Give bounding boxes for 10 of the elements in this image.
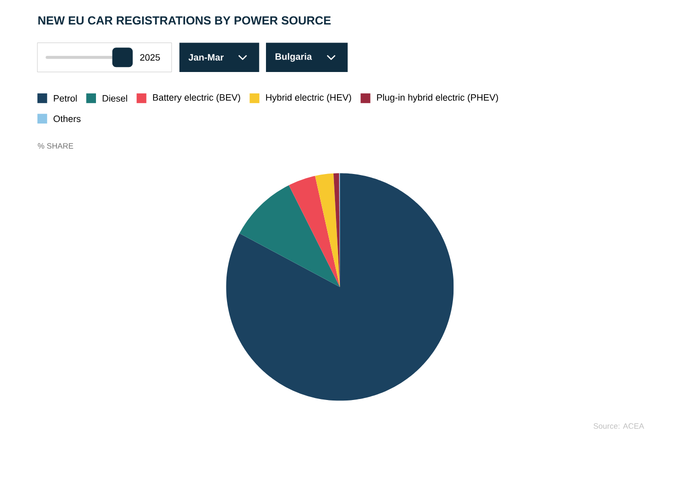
text: Bulgaria bbox=[276, 53, 312, 62]
legend-label: Battery electric (BEV) bbox=[153, 94, 240, 103]
legend-label: Diesel bbox=[102, 95, 128, 102]
legend-label: Others bbox=[54, 115, 81, 122]
legend-label: Plug-in hybrid electric (PHEV) bbox=[377, 94, 498, 103]
legend-label: Hybrid electric (HEV) bbox=[266, 94, 352, 103]
text: Jan-Mar bbox=[188, 54, 224, 61]
text: 2025 bbox=[140, 54, 160, 61]
chart-title: NEW EU CAR REGISTRATIONS BY POWER SOURCE bbox=[38, 16, 331, 25]
legend-label: Petrol bbox=[54, 95, 77, 102]
